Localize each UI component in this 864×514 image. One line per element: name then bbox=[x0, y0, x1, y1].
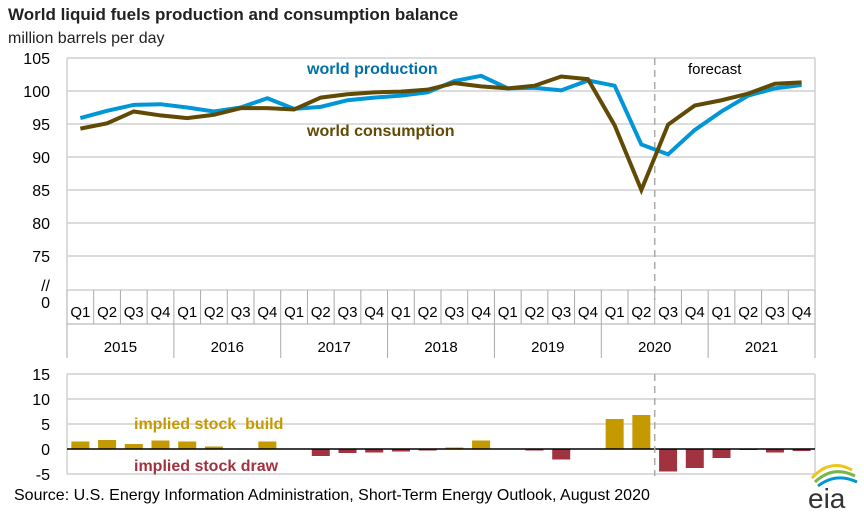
stock-draw-bar bbox=[659, 449, 678, 472]
eia-logo: eia bbox=[808, 464, 858, 514]
quarter-label: Q1 bbox=[605, 304, 625, 321]
quarter-label: Q2 bbox=[418, 304, 438, 321]
quarter-label: Q3 bbox=[765, 304, 785, 321]
year-label: 2017 bbox=[317, 339, 350, 356]
quarter-label: Q3 bbox=[658, 304, 678, 321]
chart-subtitle: million barrels per day bbox=[8, 30, 165, 47]
stock-build-bar bbox=[605, 419, 624, 449]
legend-production: world production bbox=[306, 61, 438, 78]
y-tick-label: 0 bbox=[41, 442, 50, 459]
y-tick-label: 75 bbox=[32, 249, 50, 266]
stock-draw-bar bbox=[712, 449, 731, 458]
stock-build-bar bbox=[472, 440, 491, 449]
quarter-label: Q1 bbox=[391, 304, 411, 321]
y-tick-label: 10 bbox=[32, 392, 50, 409]
year-label: 2021 bbox=[745, 339, 778, 356]
year-label: 2018 bbox=[424, 339, 457, 356]
legend-consumption: world consumption bbox=[306, 123, 455, 140]
stock-build-bar bbox=[124, 444, 143, 449]
quarter-label: Q4 bbox=[150, 304, 170, 321]
stock-build-bar bbox=[151, 440, 170, 449]
quarter-label: Q4 bbox=[792, 304, 812, 321]
y-tick-label: 100 bbox=[23, 84, 50, 101]
y-tick-label: 95 bbox=[32, 117, 50, 134]
quarter-label: Q2 bbox=[204, 304, 224, 321]
quarter-label: Q2 bbox=[738, 304, 758, 321]
quarter-label: Q1 bbox=[177, 304, 197, 321]
quarter-label: Q2 bbox=[524, 304, 544, 321]
svg-text:eia: eia bbox=[808, 483, 846, 514]
year-label: 2019 bbox=[531, 339, 564, 356]
stock-build-bar bbox=[71, 441, 90, 449]
stock-build-bar bbox=[632, 415, 651, 449]
stock-build-bar bbox=[178, 441, 197, 449]
year-label: 2016 bbox=[211, 339, 244, 356]
forecast-label: forecast bbox=[688, 61, 742, 78]
stock-draw-bar bbox=[792, 449, 811, 451]
quarter-label: Q3 bbox=[231, 304, 251, 321]
y-tick-label: 85 bbox=[32, 183, 50, 200]
stock-draw-bar bbox=[338, 449, 357, 453]
stock-draw-bar bbox=[311, 449, 330, 456]
quarter-label: Q4 bbox=[364, 304, 384, 321]
y-tick-label: 15 bbox=[32, 367, 50, 384]
y-tick-label: 90 bbox=[32, 150, 50, 167]
year-label: 2015 bbox=[104, 339, 137, 356]
stock-build-bar bbox=[258, 441, 277, 449]
stock-draw-bar bbox=[765, 449, 784, 453]
stock-draw-bar bbox=[685, 449, 704, 468]
quarter-label: Q1 bbox=[70, 304, 90, 321]
quarter-label: Q1 bbox=[498, 304, 518, 321]
quarter-label: Q1 bbox=[711, 304, 731, 321]
source-note: Source: U.S. Energy Information Administ… bbox=[14, 487, 650, 504]
y-tick-label: // bbox=[41, 278, 50, 295]
y-tick-label: 5 bbox=[41, 417, 50, 434]
stock-build-bar bbox=[204, 446, 223, 449]
year-label: 2020 bbox=[638, 339, 671, 356]
stock-draw-bar bbox=[365, 449, 384, 453]
chart-title: World liquid fuels production and consum… bbox=[8, 5, 458, 24]
quarter-label: Q3 bbox=[337, 304, 357, 321]
quarter-label: Q4 bbox=[257, 304, 277, 321]
y-tick-label: -5 bbox=[36, 467, 50, 484]
stock-draw-bar bbox=[552, 449, 571, 460]
quarter-label: Q2 bbox=[97, 304, 117, 321]
consumption-line bbox=[79, 74, 802, 196]
legend-draw: implied stock draw bbox=[134, 458, 279, 475]
stock-build-bar bbox=[98, 440, 117, 449]
y-tick-label: 80 bbox=[32, 216, 50, 233]
stock-draw-bar bbox=[391, 449, 410, 452]
legend-build: implied stock build bbox=[134, 416, 283, 433]
quarter-label: Q4 bbox=[471, 304, 491, 321]
quarter-label: Q3 bbox=[124, 304, 144, 321]
quarter-label: Q1 bbox=[284, 304, 304, 321]
quarter-label: Q3 bbox=[444, 304, 464, 321]
quarter-label: Q2 bbox=[311, 304, 331, 321]
quarter-label: Q4 bbox=[578, 304, 598, 321]
y-tick-label: 105 bbox=[23, 51, 50, 68]
quarter-label: Q2 bbox=[631, 304, 651, 321]
quarter-label: Q4 bbox=[685, 304, 705, 321]
y-tick-label: 0 bbox=[41, 295, 50, 312]
quarter-label: Q3 bbox=[551, 304, 571, 321]
